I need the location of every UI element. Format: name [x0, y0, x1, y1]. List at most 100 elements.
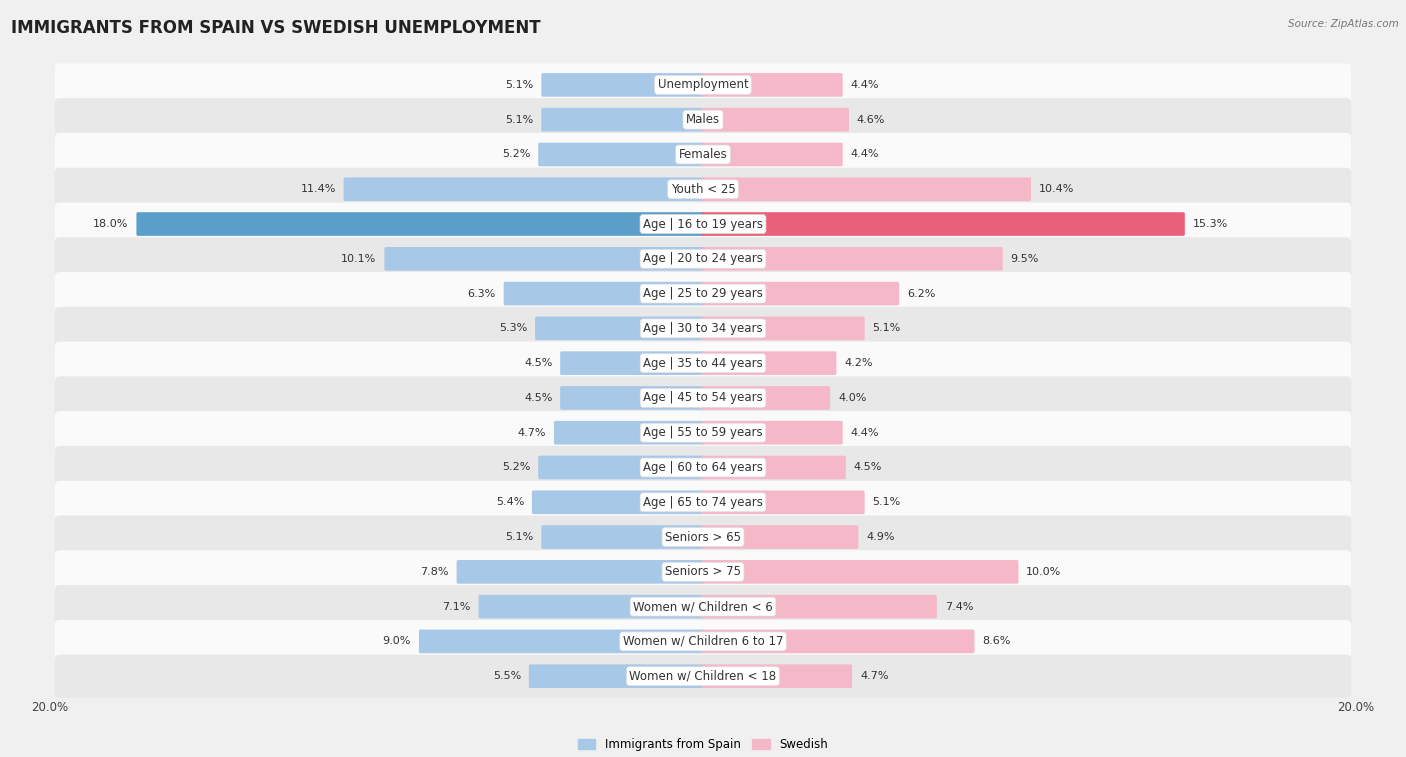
Text: 5.5%: 5.5% — [492, 671, 522, 681]
Text: 4.6%: 4.6% — [856, 115, 886, 125]
Legend: Immigrants from Spain, Swedish: Immigrants from Spain, Swedish — [572, 734, 834, 756]
FancyBboxPatch shape — [55, 620, 1351, 663]
FancyBboxPatch shape — [541, 73, 704, 97]
FancyBboxPatch shape — [478, 595, 704, 618]
Text: Seniors > 65: Seniors > 65 — [665, 531, 741, 544]
FancyBboxPatch shape — [702, 282, 900, 305]
Text: Seniors > 75: Seniors > 75 — [665, 565, 741, 578]
Text: Source: ZipAtlas.com: Source: ZipAtlas.com — [1288, 19, 1399, 29]
FancyBboxPatch shape — [702, 595, 936, 618]
FancyBboxPatch shape — [503, 282, 704, 305]
FancyBboxPatch shape — [384, 247, 704, 271]
Text: 7.4%: 7.4% — [945, 602, 973, 612]
FancyBboxPatch shape — [55, 411, 1351, 454]
Text: 6.3%: 6.3% — [468, 288, 496, 298]
FancyBboxPatch shape — [541, 107, 704, 132]
Text: 11.4%: 11.4% — [301, 184, 336, 195]
Text: 4.9%: 4.9% — [866, 532, 894, 542]
Text: IMMIGRANTS FROM SPAIN VS SWEDISH UNEMPLOYMENT: IMMIGRANTS FROM SPAIN VS SWEDISH UNEMPLO… — [11, 19, 541, 37]
Text: Unemployment: Unemployment — [658, 79, 748, 92]
FancyBboxPatch shape — [702, 525, 859, 549]
Text: Age | 16 to 19 years: Age | 16 to 19 years — [643, 217, 763, 231]
FancyBboxPatch shape — [702, 142, 842, 167]
FancyBboxPatch shape — [136, 212, 704, 236]
FancyBboxPatch shape — [560, 386, 704, 410]
Text: 4.4%: 4.4% — [851, 149, 879, 160]
Text: 20.0%: 20.0% — [1337, 701, 1375, 714]
Text: 7.8%: 7.8% — [420, 567, 449, 577]
FancyBboxPatch shape — [702, 212, 1185, 236]
Text: 5.1%: 5.1% — [873, 497, 901, 507]
Text: 7.1%: 7.1% — [443, 602, 471, 612]
Text: Females: Females — [679, 148, 727, 161]
FancyBboxPatch shape — [560, 351, 704, 375]
Text: 4.2%: 4.2% — [844, 358, 873, 368]
Text: Age | 20 to 24 years: Age | 20 to 24 years — [643, 252, 763, 265]
Text: Age | 30 to 34 years: Age | 30 to 34 years — [643, 322, 763, 335]
Text: 4.4%: 4.4% — [851, 428, 879, 438]
Text: 18.0%: 18.0% — [93, 219, 128, 229]
Text: 10.1%: 10.1% — [342, 254, 377, 263]
FancyBboxPatch shape — [55, 98, 1351, 142]
Text: 5.3%: 5.3% — [499, 323, 527, 333]
Text: 10.4%: 10.4% — [1039, 184, 1074, 195]
FancyBboxPatch shape — [702, 316, 865, 340]
FancyBboxPatch shape — [529, 665, 704, 688]
Text: 15.3%: 15.3% — [1192, 219, 1227, 229]
FancyBboxPatch shape — [702, 247, 1002, 271]
FancyBboxPatch shape — [457, 560, 704, 584]
FancyBboxPatch shape — [702, 560, 1018, 584]
Text: 5.2%: 5.2% — [502, 463, 530, 472]
FancyBboxPatch shape — [55, 516, 1351, 559]
FancyBboxPatch shape — [55, 202, 1351, 245]
FancyBboxPatch shape — [55, 307, 1351, 350]
Text: 4.5%: 4.5% — [524, 393, 553, 403]
FancyBboxPatch shape — [55, 550, 1351, 593]
Text: 4.5%: 4.5% — [524, 358, 553, 368]
Text: Males: Males — [686, 114, 720, 126]
FancyBboxPatch shape — [55, 341, 1351, 385]
Text: 4.4%: 4.4% — [851, 80, 879, 90]
FancyBboxPatch shape — [343, 177, 704, 201]
Text: 5.4%: 5.4% — [496, 497, 524, 507]
FancyBboxPatch shape — [702, 491, 865, 514]
FancyBboxPatch shape — [702, 177, 1031, 201]
Text: Age | 65 to 74 years: Age | 65 to 74 years — [643, 496, 763, 509]
Text: Age | 35 to 44 years: Age | 35 to 44 years — [643, 357, 763, 369]
Text: 10.0%: 10.0% — [1026, 567, 1062, 577]
FancyBboxPatch shape — [702, 73, 842, 97]
FancyBboxPatch shape — [55, 133, 1351, 176]
FancyBboxPatch shape — [538, 142, 704, 167]
FancyBboxPatch shape — [538, 456, 704, 479]
Text: 20.0%: 20.0% — [31, 701, 69, 714]
FancyBboxPatch shape — [702, 386, 830, 410]
Text: 5.1%: 5.1% — [873, 323, 901, 333]
Text: 4.7%: 4.7% — [860, 671, 889, 681]
FancyBboxPatch shape — [541, 525, 704, 549]
FancyBboxPatch shape — [536, 316, 704, 340]
Text: 4.0%: 4.0% — [838, 393, 866, 403]
FancyBboxPatch shape — [702, 630, 974, 653]
Text: Youth < 25: Youth < 25 — [671, 182, 735, 196]
Text: Age | 60 to 64 years: Age | 60 to 64 years — [643, 461, 763, 474]
FancyBboxPatch shape — [702, 456, 846, 479]
Text: 9.0%: 9.0% — [382, 637, 411, 646]
FancyBboxPatch shape — [55, 446, 1351, 489]
FancyBboxPatch shape — [55, 585, 1351, 628]
Text: Age | 55 to 59 years: Age | 55 to 59 years — [643, 426, 763, 439]
FancyBboxPatch shape — [55, 376, 1351, 419]
Text: 5.1%: 5.1% — [505, 115, 533, 125]
Text: Age | 25 to 29 years: Age | 25 to 29 years — [643, 287, 763, 300]
Text: 5.1%: 5.1% — [505, 80, 533, 90]
Text: Women w/ Children < 18: Women w/ Children < 18 — [630, 670, 776, 683]
FancyBboxPatch shape — [702, 351, 837, 375]
Text: 4.7%: 4.7% — [517, 428, 546, 438]
Text: 5.1%: 5.1% — [505, 532, 533, 542]
Text: Age | 45 to 54 years: Age | 45 to 54 years — [643, 391, 763, 404]
FancyBboxPatch shape — [55, 655, 1351, 698]
Text: 6.2%: 6.2% — [907, 288, 935, 298]
FancyBboxPatch shape — [55, 481, 1351, 524]
Text: 9.5%: 9.5% — [1011, 254, 1039, 263]
FancyBboxPatch shape — [702, 665, 852, 688]
FancyBboxPatch shape — [702, 421, 842, 444]
